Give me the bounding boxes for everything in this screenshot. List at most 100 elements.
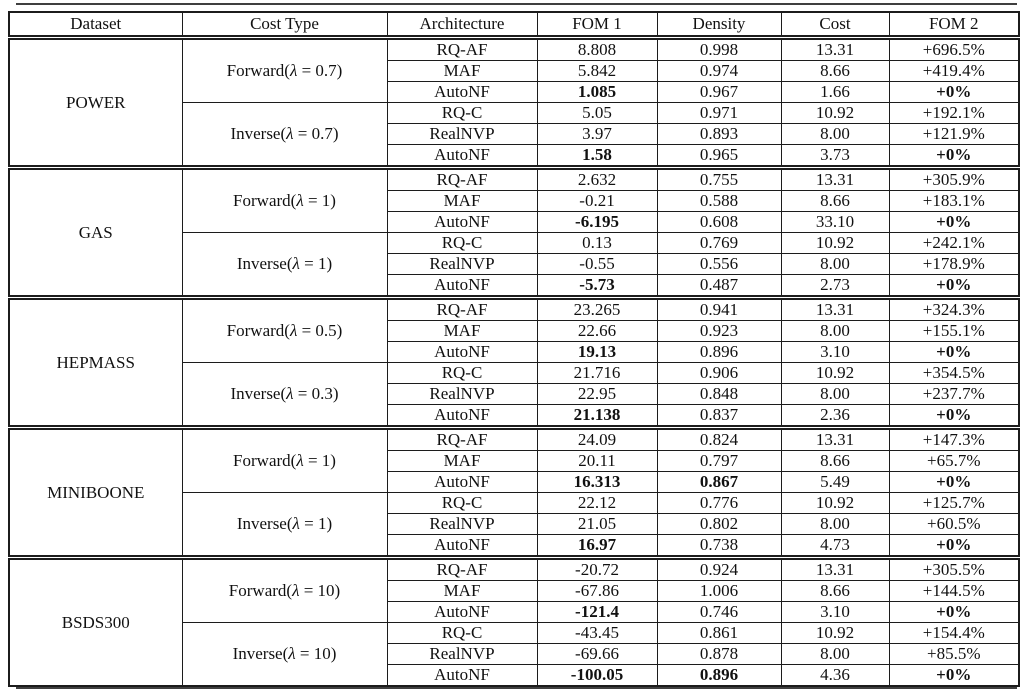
cell-fom1: -69.66 (536, 643, 658, 665)
cell-fom2: +155.1% (888, 320, 1020, 342)
cell-cost: 13.31 (780, 557, 890, 581)
cell-cost-type: Forward(λ = 10) (181, 557, 388, 623)
cell-architecture: RQ-C (386, 362, 538, 384)
cell-cost-type: Inverse(λ = 0.3) (181, 362, 388, 430)
cell-fom1: -5.73 (536, 274, 658, 300)
cell-density: 0.974 (656, 60, 782, 82)
cell-fom2: +0% (888, 664, 1020, 687)
cell-fom1: -43.45 (536, 622, 658, 644)
cell-fom2: +144.5% (888, 580, 1020, 602)
cell-density: 0.878 (656, 643, 782, 665)
cell-density: 0.924 (656, 557, 782, 581)
cell-cost: 10.92 (780, 492, 890, 514)
cell-fom1: 5.05 (536, 102, 658, 124)
cell-architecture: MAF (386, 60, 538, 82)
col-header-fom-1: FOM 1 (536, 11, 658, 40)
cell-fom1: 21.138 (536, 404, 658, 430)
dataset-block-bsds300: BSDS300 Forward(λ = 10) RQ-AF -20.72 0.924 13… (8, 557, 1020, 687)
cell-density: 0.941 (656, 297, 782, 321)
cell-fom2: +0% (888, 211, 1020, 233)
cell-cost: 4.73 (780, 534, 890, 560)
cell-fom1: 1.58 (536, 144, 658, 170)
cell-density: 0.588 (656, 190, 782, 212)
cell-cost: 13.31 (780, 297, 890, 321)
cell-density: 0.837 (656, 404, 782, 430)
cell-architecture: RQ-AF (386, 427, 538, 451)
cell-cost: 1.66 (780, 81, 890, 103)
cell-density: 0.906 (656, 362, 782, 384)
cell-fom2: +354.5% (888, 362, 1020, 384)
table-row: AutoNF 1.58 0.965 3.73 +0% (9, 144, 1020, 170)
cell-density: 0.755 (656, 167, 782, 191)
cell-fom2: +242.1% (888, 232, 1020, 254)
lambda-symbol: λ (289, 321, 298, 340)
cell-architecture: RealNVP (386, 383, 538, 405)
top-rule (16, 3, 1017, 5)
cell-architecture: RealNVP (386, 123, 538, 145)
cell-architecture: AutoNF (386, 471, 538, 493)
cell-fom1: 5.842 (536, 60, 658, 82)
cell-density: 0.487 (656, 274, 782, 300)
cell-fom2: +305.9% (888, 167, 1020, 191)
table-row: AutoNF 21.138 0.837 2.36 +0% (9, 404, 1020, 430)
cell-fom2: +0% (888, 341, 1020, 363)
lambda-symbol: λ (296, 191, 304, 210)
cell-fom1: -121.4 (536, 601, 658, 623)
cell-fom1: 2.632 (536, 167, 658, 191)
cell-dataset: POWER (8, 37, 183, 170)
cell-architecture: RealNVP (386, 253, 538, 275)
table-row: GAS Forward(λ = 1) RQ-AF 2.632 0.755 13.31 +30… (8, 167, 1020, 300)
cell-architecture: MAF (386, 580, 538, 602)
cell-fom1: 16.313 (536, 471, 658, 493)
cell-cost: 8.00 (780, 253, 890, 275)
table-row: AutoNF -121.4 0.746 3.10 +0% (9, 601, 1020, 623)
cell-density: 0.998 (656, 37, 782, 61)
table-row: AutoNF -5.73 0.487 2.73 +0% (9, 274, 1020, 300)
dataset-block-gas: GAS Forward(λ = 1) RQ-AF 2.632 0.755 13.31 +30… (8, 167, 1020, 300)
cell-fom2: +147.3% (888, 427, 1020, 451)
cell-fom1: 22.66 (536, 320, 658, 342)
cell-architecture: MAF (386, 190, 538, 212)
cell-fom2: +0% (888, 534, 1020, 560)
cell-cost-type: Inverse(λ = 1) (181, 492, 388, 560)
cell-architecture: RQ-C (386, 622, 538, 644)
cell-architecture: MAF (386, 450, 538, 472)
cell-density: 0.867 (656, 471, 782, 493)
table-row: RealNVP 22.95 0.848 8.00 +237.7% (9, 383, 1020, 405)
cell-fom2: +178.9% (888, 253, 1020, 275)
cell-architecture: RQ-C (386, 102, 538, 124)
cell-fom1: -6.195 (536, 211, 658, 233)
cell-density: 0.848 (656, 383, 782, 405)
cell-fom2: +65.7% (888, 450, 1020, 472)
cell-dataset: MINIBOONE (8, 427, 183, 560)
cell-cost-type: Inverse(λ = 1) (181, 232, 388, 300)
cell-cost-type: Forward(λ = 0.7) (181, 37, 388, 103)
cell-architecture: AutoNF (386, 274, 538, 300)
table-row: POWER Forward(λ = 0.7) RQ-AF 8.808 0.998 13.3… (8, 37, 1020, 170)
cell-dataset: BSDS300 (8, 557, 183, 687)
cell-fom2: +121.9% (888, 123, 1020, 145)
cell-cost: 3.73 (780, 144, 890, 170)
cell-fom2: +85.5% (888, 643, 1020, 665)
table-row: AutoNF -100.05 0.896 4.36 +0% (9, 664, 1020, 687)
cell-cost: 8.00 (780, 123, 890, 145)
cell-density: 0.797 (656, 450, 782, 472)
lambda-symbol: λ (286, 384, 294, 403)
lambda-symbol: λ (288, 644, 296, 663)
cell-cost: 10.92 (780, 232, 890, 254)
cell-cost: 2.73 (780, 274, 890, 300)
cell-cost: 4.36 (780, 664, 890, 687)
cell-density: 0.896 (656, 664, 782, 687)
cell-cost: 5.49 (780, 471, 890, 493)
cell-fom1: -0.55 (536, 253, 658, 275)
cell-cost-type: Forward(λ = 1) (181, 167, 388, 233)
cell-density: 0.556 (656, 253, 782, 275)
cell-cost: 10.92 (780, 362, 890, 384)
dataset-block-miniboone: MINIBOONE Forward(λ = 1) RQ-AF 24.09 0.824 13… (8, 427, 1020, 560)
table-row: MINIBOONE Forward(λ = 1) RQ-AF 24.09 0.824 13… (8, 427, 1020, 560)
cell-architecture: RealNVP (386, 513, 538, 535)
cell-architecture: RQ-AF (386, 167, 538, 191)
col-header-density: Density (656, 11, 782, 40)
cell-cost-type: Forward(λ = 1) (181, 427, 388, 493)
cell-cost: 2.36 (780, 404, 890, 430)
